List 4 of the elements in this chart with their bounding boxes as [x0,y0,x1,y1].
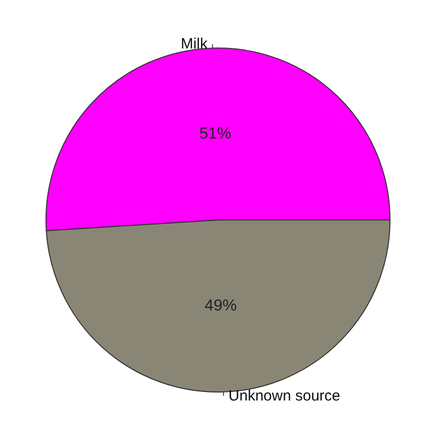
data-label: 49% [204,297,237,314]
slice-label: Unknown source [228,387,340,404]
data-label: 51% [199,126,232,143]
slice-label: Milk [180,36,208,53]
